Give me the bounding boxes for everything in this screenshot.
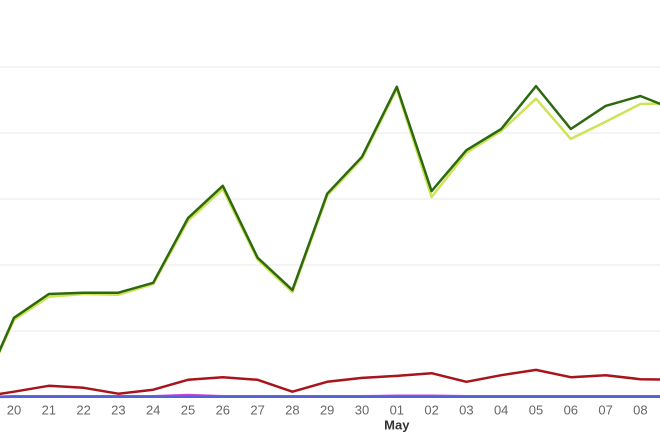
x-tick-label: 03	[459, 402, 473, 417]
x-tick-label: 30	[355, 402, 369, 417]
x-tick-label: 25	[181, 402, 195, 417]
month-label: May	[384, 417, 410, 432]
x-tick-label: 29	[320, 402, 334, 417]
x-tick-label: 08	[633, 402, 647, 417]
series-line	[0, 84, 660, 353]
x-tick-label: 20	[7, 402, 21, 417]
x-tick-label: 23	[111, 402, 125, 417]
x-tick-label: 06	[564, 402, 578, 417]
x-tick-label: 22	[76, 402, 90, 417]
x-tick-label: 27	[250, 402, 264, 417]
x-tick-label: 02	[424, 402, 438, 417]
x-tick-label: 21	[42, 402, 56, 417]
x-tick-label: 24	[146, 402, 160, 417]
x-tick-label: 05	[529, 402, 543, 417]
series-line	[0, 368, 660, 396]
x-tick-label: 07	[598, 402, 612, 417]
series-line	[0, 87, 660, 354]
x-tick-label: 04	[494, 402, 508, 417]
x-tick-label: 01	[390, 402, 404, 417]
x-tick-label: 28	[285, 402, 299, 417]
x-tick-label: 26	[216, 402, 230, 417]
